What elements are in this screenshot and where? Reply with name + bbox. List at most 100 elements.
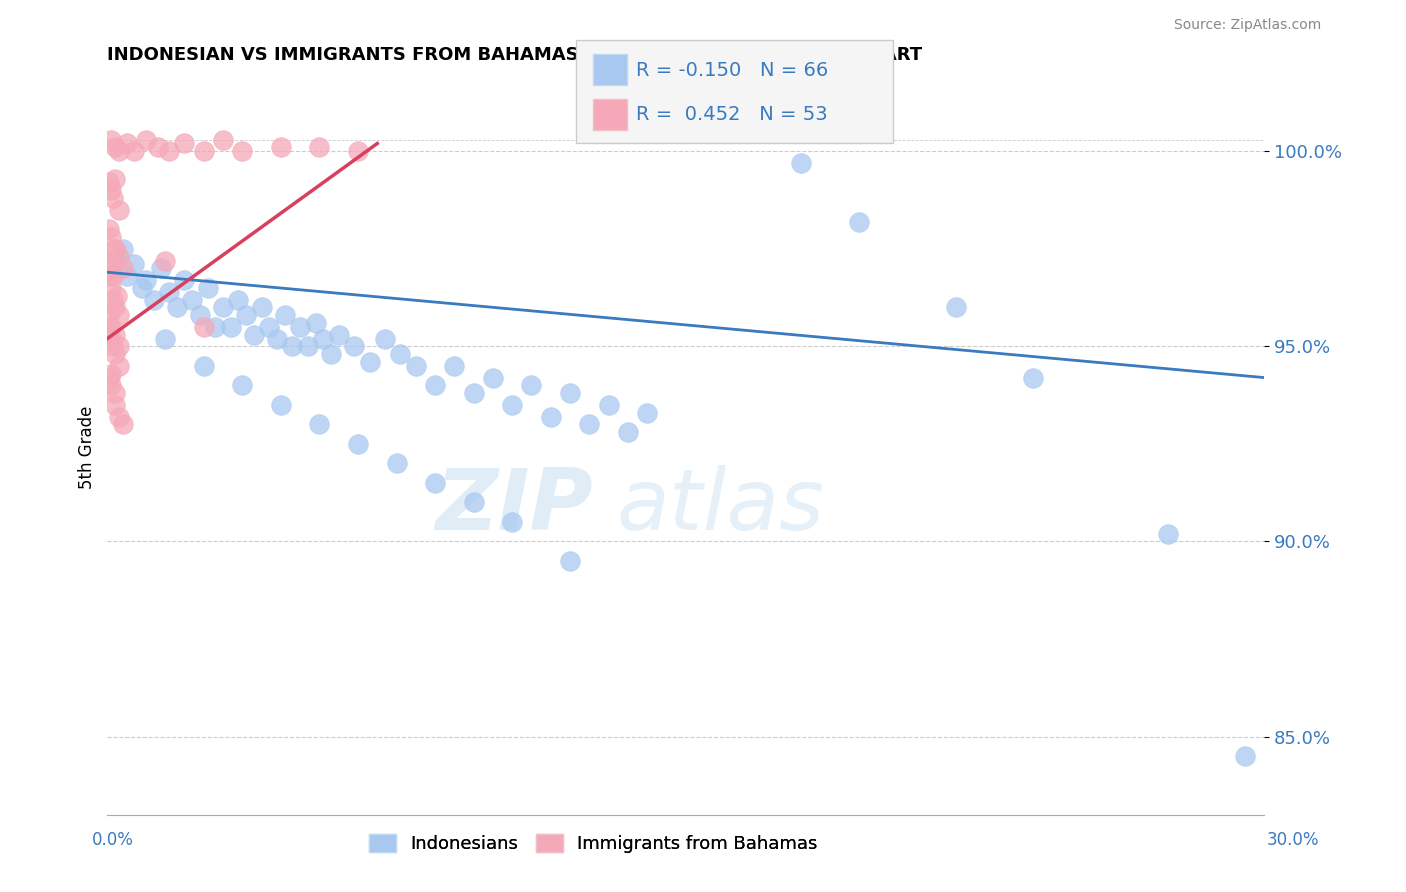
Point <box>108 250 131 264</box>
Point <box>463 495 485 509</box>
Point <box>501 398 523 412</box>
Point <box>100 261 122 276</box>
Point <box>250 301 273 315</box>
Point <box>308 140 330 154</box>
Legend: Indonesians, Immigrants from Bahamas: Indonesians, Immigrants from Bahamas <box>361 827 825 861</box>
Point <box>231 378 253 392</box>
Point <box>270 398 292 412</box>
Point <box>105 288 128 302</box>
Point <box>443 359 465 373</box>
Point <box>405 359 427 373</box>
Point <box>131 281 153 295</box>
Text: R =  0.452   N = 53: R = 0.452 N = 53 <box>636 105 827 124</box>
Text: 30.0%: 30.0% <box>1267 830 1319 848</box>
Point <box>98 319 121 334</box>
Point <box>173 273 195 287</box>
Point <box>104 242 127 256</box>
Point <box>104 327 127 342</box>
Point <box>328 327 350 342</box>
Point <box>482 370 505 384</box>
Text: ZIP: ZIP <box>436 465 593 548</box>
Point <box>790 156 813 170</box>
Point <box>104 253 127 268</box>
Point <box>104 140 127 154</box>
Point <box>197 281 219 295</box>
Point <box>108 308 131 322</box>
Point <box>463 386 485 401</box>
Point <box>578 417 600 432</box>
Point <box>100 367 122 381</box>
Point <box>101 339 124 353</box>
Point <box>347 437 370 451</box>
Point <box>115 136 138 151</box>
Point <box>104 347 127 361</box>
Point <box>111 417 134 432</box>
Point <box>98 176 121 190</box>
Point <box>101 191 124 205</box>
Text: INDONESIAN VS IMMIGRANTS FROM BAHAMAS 5TH GRADE CORRELATION CHART: INDONESIAN VS IMMIGRANTS FROM BAHAMAS 5T… <box>107 46 922 64</box>
Text: R = -0.150   N = 66: R = -0.150 N = 66 <box>636 62 828 80</box>
Point <box>385 457 408 471</box>
Point <box>124 145 146 159</box>
Point <box>347 145 370 159</box>
Point <box>111 242 134 256</box>
Point <box>636 406 658 420</box>
Point <box>945 301 967 315</box>
Point <box>598 398 620 412</box>
Point <box>155 332 177 346</box>
Point <box>100 332 122 346</box>
Point <box>100 183 122 197</box>
Point <box>274 308 297 322</box>
Point <box>98 308 121 322</box>
Point <box>540 409 562 424</box>
Point <box>193 145 215 159</box>
Point <box>212 132 235 146</box>
Point <box>266 332 288 346</box>
Point <box>98 370 121 384</box>
Point <box>520 378 543 392</box>
Point <box>104 171 127 186</box>
Point <box>108 202 131 217</box>
Point <box>204 319 226 334</box>
Point <box>848 214 870 228</box>
Point <box>389 347 412 361</box>
Point <box>304 316 326 330</box>
Point <box>100 319 122 334</box>
Point <box>104 386 127 401</box>
Point <box>104 242 127 256</box>
Point <box>308 417 330 432</box>
Point <box>155 253 177 268</box>
Point <box>108 145 131 159</box>
Point <box>100 230 122 244</box>
Point <box>135 273 157 287</box>
Point <box>124 257 146 271</box>
Point <box>243 327 266 342</box>
Point <box>1022 370 1045 384</box>
Point <box>228 293 250 307</box>
Point <box>173 136 195 151</box>
Point <box>115 269 138 284</box>
Point <box>146 140 169 154</box>
Point <box>312 332 335 346</box>
Point <box>98 253 121 268</box>
Point <box>319 347 342 361</box>
Point <box>359 355 381 369</box>
Text: atlas: atlas <box>616 465 824 548</box>
Point <box>1156 526 1178 541</box>
Point <box>135 132 157 146</box>
Point <box>374 332 396 346</box>
Point <box>188 308 211 322</box>
Point <box>281 339 304 353</box>
Point <box>193 319 215 334</box>
Point <box>259 319 281 334</box>
Point <box>1233 749 1256 764</box>
Point <box>111 261 134 276</box>
Point <box>423 475 446 490</box>
Point <box>297 339 319 353</box>
Point <box>108 409 131 424</box>
Point <box>193 359 215 373</box>
Point <box>108 359 131 373</box>
Point <box>212 301 235 315</box>
Point <box>166 301 188 315</box>
Point <box>157 145 180 159</box>
